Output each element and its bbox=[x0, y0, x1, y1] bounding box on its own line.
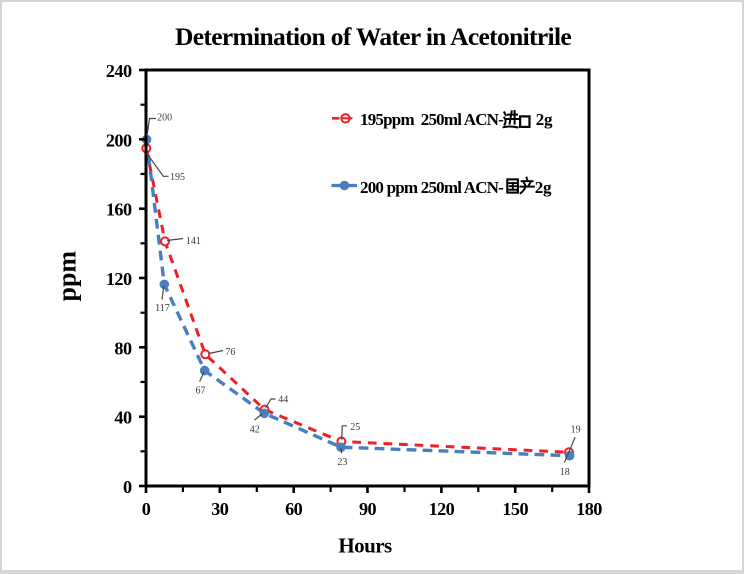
svg-text:240: 240 bbox=[106, 61, 132, 81]
svg-text:0: 0 bbox=[142, 499, 151, 519]
svg-text:90: 90 bbox=[359, 499, 377, 519]
svg-text:141: 141 bbox=[186, 236, 201, 247]
svg-text:ppm: ppm bbox=[52, 251, 81, 302]
svg-text:80: 80 bbox=[114, 338, 132, 358]
svg-text:120: 120 bbox=[106, 269, 132, 289]
svg-text:150: 150 bbox=[502, 499, 528, 519]
svg-text:180: 180 bbox=[576, 499, 602, 519]
svg-text:0: 0 bbox=[123, 477, 132, 497]
svg-text:40: 40 bbox=[114, 408, 132, 428]
svg-text:160: 160 bbox=[106, 200, 132, 220]
svg-text:44: 44 bbox=[278, 395, 288, 406]
svg-text:200: 200 bbox=[157, 113, 172, 124]
svg-text:117: 117 bbox=[155, 303, 170, 314]
svg-text:23: 23 bbox=[337, 457, 347, 468]
svg-text:200 ppm 250ml ACN-: 200 ppm 250ml ACN- bbox=[360, 178, 504, 197]
svg-text:2g: 2g bbox=[535, 178, 552, 197]
svg-text:19: 19 bbox=[571, 425, 581, 436]
svg-text:120: 120 bbox=[429, 499, 455, 519]
svg-text:195ppm 250ml ACN-: 195ppm 250ml ACN- bbox=[360, 110, 504, 129]
svg-text:18: 18 bbox=[560, 467, 570, 478]
svg-text:195: 195 bbox=[170, 172, 185, 183]
svg-text:2g: 2g bbox=[536, 110, 553, 129]
svg-text:200: 200 bbox=[106, 130, 132, 150]
svg-text:42: 42 bbox=[250, 424, 260, 435]
svg-text:67: 67 bbox=[196, 385, 206, 396]
svg-text:76: 76 bbox=[225, 347, 235, 358]
svg-text:30: 30 bbox=[211, 499, 229, 519]
svg-text:Determination of Water in Acet: Determination of Water in Acetonitrile bbox=[175, 22, 571, 51]
svg-text:25: 25 bbox=[350, 422, 360, 433]
svg-text:60: 60 bbox=[285, 499, 303, 519]
svg-text:Hours: Hours bbox=[338, 533, 392, 557]
